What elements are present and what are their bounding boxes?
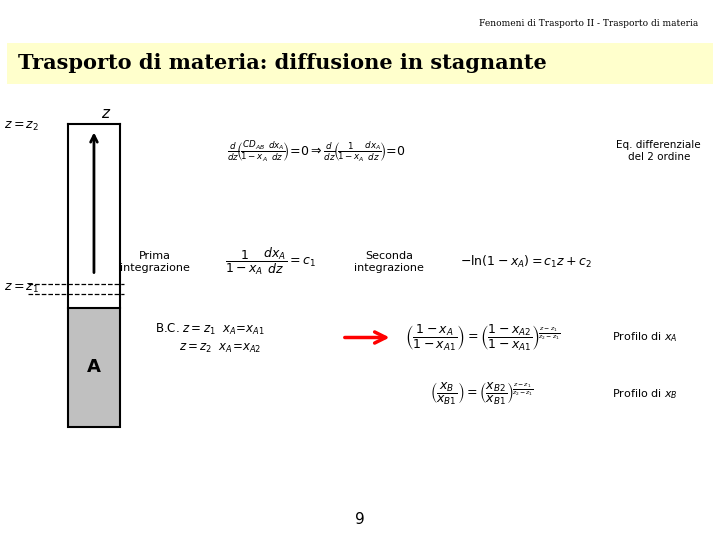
Text: Eq. differenziale
del 2 ordine: Eq. differenziale del 2 ordine bbox=[616, 140, 701, 162]
Text: $-\ln\!\left(1-x_A\right)=c_1 z+c_2$: $-\ln\!\left(1-x_A\right)=c_1 z+c_2$ bbox=[459, 254, 592, 270]
Text: $\left(\dfrac{1-x_A}{1-x_{A1}}\right)=\left(\dfrac{1-x_{A2}}{1-x_{A1}}\right)^{\: $\left(\dfrac{1-x_A}{1-x_{A1}}\right)=\l… bbox=[405, 322, 560, 353]
Text: Profilo di $x_A$: Profilo di $x_A$ bbox=[611, 330, 678, 345]
Text: Prima
integrazione: Prima integrazione bbox=[120, 251, 190, 273]
Text: $z$: $z$ bbox=[101, 106, 112, 122]
Text: $z=z_1$: $z=z_1$ bbox=[4, 282, 39, 295]
Text: Seconda
integrazione: Seconda integrazione bbox=[354, 251, 424, 273]
Text: B.C. $z = z_1$  $x_A\!=\!x_{A1}$: B.C. $z = z_1$ $x_A\!=\!x_{A1}$ bbox=[155, 322, 265, 337]
Text: Fenomeni di Trasporto II - Trasporto di materia: Fenomeni di Trasporto II - Trasporto di … bbox=[479, 19, 698, 28]
Text: $\left(\dfrac{x_B}{x_{B1}}\right)=\left(\dfrac{x_{B2}}{x_{B1}}\right)^{\!\frac{z: $\left(\dfrac{x_B}{x_{B1}}\right)=\left(… bbox=[431, 381, 534, 407]
Text: 9: 9 bbox=[355, 511, 365, 526]
Text: $z=z_2$: $z=z_2$ bbox=[4, 120, 39, 133]
Text: Trasporto di materia: diffusione in stagnante: Trasporto di materia: diffusione in stag… bbox=[18, 53, 546, 73]
Text: $\dfrac{1}{1-x_A}\dfrac{dx_A}{dz}=c_1$: $\dfrac{1}{1-x_A}\dfrac{dx_A}{dz}=c_1$ bbox=[225, 246, 315, 278]
Text: $z = z_2$  $x_A\!=\!x_{A2}$: $z = z_2$ $x_A\!=\!x_{A2}$ bbox=[179, 342, 261, 355]
Text: Profilo di $x_B$: Profilo di $x_B$ bbox=[611, 387, 678, 401]
Text: $\frac{d}{dz}\!\left(\!\frac{CD_{AB}}{1-x_A}\frac{dx_A}{dz}\!\right)\!=\!0\Right: $\frac{d}{dz}\!\left(\!\frac{CD_{AB}}{1-… bbox=[228, 140, 406, 164]
Text: A: A bbox=[87, 358, 101, 376]
Bar bbox=[68, 308, 120, 427]
